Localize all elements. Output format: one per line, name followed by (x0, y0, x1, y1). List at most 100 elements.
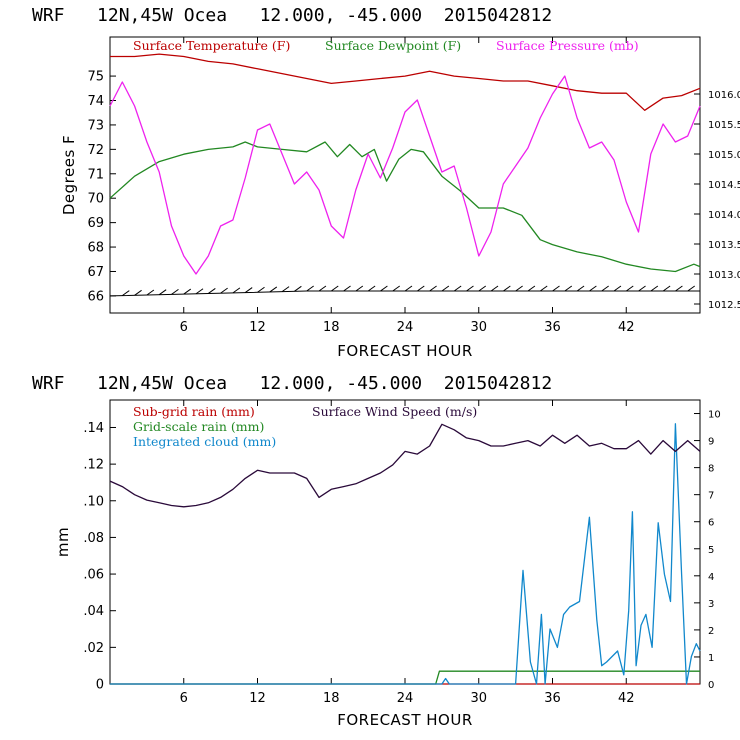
series-line-surface-dewpoint (109, 141, 701, 273)
wind-barb (601, 285, 609, 292)
y-tick-label: 67 (87, 265, 104, 280)
wind-barb (466, 285, 474, 292)
wind-barb (515, 285, 523, 292)
x-tick-label: 42 (618, 320, 635, 335)
y-tick-label: .04 (83, 604, 104, 619)
panel-2-xlabel: FORECAST HOUR (337, 711, 473, 729)
x-tick-label: 6 (180, 691, 188, 706)
wind-barb (552, 285, 560, 292)
y2-tick-label: 3 (708, 599, 714, 610)
x-tick-label: 6 (180, 320, 188, 335)
wind-barb (343, 285, 351, 292)
legend-integrated-cloud: Integrated cloud (mm) (133, 434, 276, 449)
wind-barb (232, 287, 241, 294)
wind-barb (404, 285, 413, 292)
y2-tick-label: 9 (708, 437, 714, 448)
x-tick-label: 12 (249, 320, 266, 335)
y2-tick-label: 1015.0 (708, 150, 740, 161)
wind-barb (687, 285, 695, 292)
wind-barb (527, 285, 536, 292)
y-tick-label: .02 (83, 641, 104, 656)
y-tick-label: 68 (87, 241, 104, 256)
wind-barb (417, 285, 425, 292)
wind-barb (589, 285, 597, 292)
y2-tick-label: 1013.0 (708, 270, 740, 281)
wind-barb (244, 287, 253, 293)
wind-barb (478, 285, 487, 292)
panel-1-ylabel: Degrees F (60, 135, 78, 215)
wind-barb (429, 285, 437, 292)
wind-barb (208, 288, 216, 294)
legend-sub-grid-rain: Sub-grid rain (mm) (133, 404, 255, 419)
panel-1-y-axis-right: 1012.5 1013.0 1013.5 1014.0 1014.5 1015.0 1015… (694, 90, 740, 311)
wind-barb (122, 290, 130, 297)
wind-barb (380, 285, 388, 292)
y2-tick-label: 2 (708, 626, 714, 637)
wind-barb (503, 285, 511, 292)
y-tick-label: .14 (83, 421, 104, 436)
x-tick-label: 42 (618, 691, 635, 706)
wind-barb (134, 289, 142, 296)
y-tick-label: 70 (87, 192, 104, 207)
y-tick-label: 69 (87, 216, 104, 231)
panel-1-legend: Surface Temperature (F) Surface Dewpoint… (133, 38, 639, 53)
legend-surface-temperature: Surface Temperature (F) (133, 38, 290, 53)
wind-barb (650, 285, 659, 292)
y-tick-label: 0 (96, 678, 104, 693)
y2-tick-label: 8 (708, 464, 714, 475)
series-line-surface-pressure (109, 75, 701, 275)
y2-tick-label: 1013.5 (708, 240, 740, 251)
wind-barb (306, 285, 314, 292)
panel-1-xlabel: FORECAST HOUR (337, 342, 473, 360)
wind-barb (195, 288, 204, 295)
series-line-integrated-cloud (110, 423, 701, 685)
legend-surface-dewpoint: Surface Dewpoint (F) (325, 38, 461, 53)
wind-barb (367, 285, 376, 292)
y-tick-label: .08 (83, 531, 104, 546)
series-line-surface-wind-speed (109, 423, 701, 508)
wind-barb (318, 285, 327, 292)
y2-tick-label: 1016.0 (708, 90, 740, 101)
legend-grid-scale-rain: Grid-scale rain (mm) (133, 419, 264, 434)
wind-barb (281, 286, 290, 293)
wind-barb (158, 289, 167, 296)
panel-1-header: WRF 12N,45W Ocea 12.000, -45.000 2015042… (32, 5, 552, 26)
panel-1-series (109, 53, 701, 297)
series-line-surface-temperature (110, 53, 701, 111)
wind-barb (675, 285, 683, 292)
wind-barb (355, 285, 364, 292)
y-tick-label: 75 (87, 70, 104, 85)
wind-barb (330, 285, 339, 292)
panel-2-series (109, 423, 701, 685)
legend-surface-pressure: Surface Pressure (mb) (496, 38, 639, 53)
wind-barb (392, 285, 400, 292)
wind-barb (183, 288, 192, 295)
y-tick-label: 73 (87, 118, 104, 133)
wind-barb (220, 287, 228, 294)
x-tick-label: 36 (544, 691, 561, 706)
y-tick-label: 72 (87, 143, 104, 158)
panel-2-header: WRF 12N,45W Ocea 12.000, -45.000 2015042… (32, 373, 552, 394)
panel-2-ylabel: mm (54, 527, 72, 557)
wind-barb (269, 286, 278, 293)
x-tick-label: 18 (323, 320, 340, 335)
wind-barb (576, 285, 585, 292)
panel-1-x-axis: 6 12 18 24 30 36 42 (180, 37, 635, 335)
legend-surface-wind-speed: Surface Wind Speed (m/s) (312, 404, 477, 419)
y-tick-label: .06 (83, 568, 104, 583)
panel-2-y-axis-right: 0 1 2 3 4 5 6 7 8 9 10 (694, 410, 721, 691)
wind-barb (564, 285, 573, 292)
panel-2-legend: Sub-grid rain (mm) Grid-scale rain (mm) … (133, 404, 477, 449)
wind-barb (294, 285, 302, 292)
wind-barb (625, 285, 634, 292)
panel-1-frame (109, 36, 701, 314)
y2-tick-label: 7 (708, 491, 714, 502)
wind-barb (441, 285, 450, 292)
temperature-pressure-panel: WRF 12N,45W Ocea 12.000, -45.000 2015042… (32, 5, 740, 360)
y2-tick-label: 6 (708, 518, 714, 529)
x-tick-label: 36 (544, 320, 561, 335)
y2-tick-label: 1 (708, 653, 714, 664)
x-tick-label: 30 (470, 320, 487, 335)
x-tick-label: 30 (470, 691, 487, 706)
